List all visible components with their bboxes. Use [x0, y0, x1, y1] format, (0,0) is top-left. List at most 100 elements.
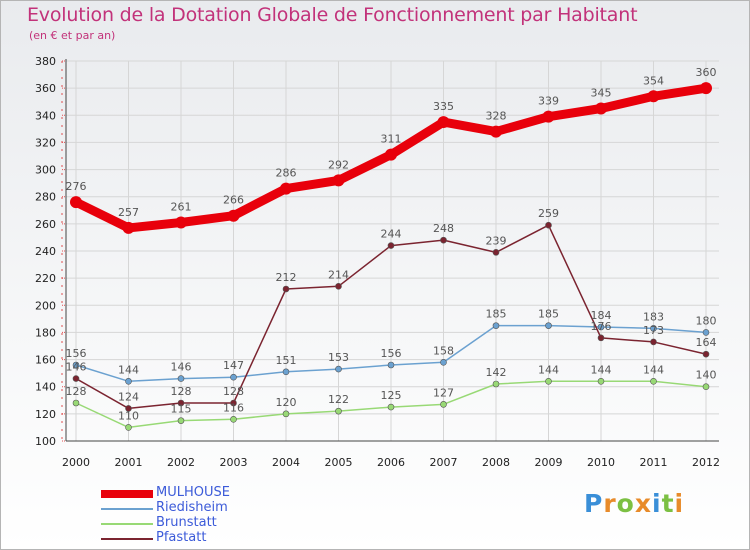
- data-label-pfastatt: 244: [381, 228, 402, 241]
- x-axis-ticks: 2000 2001 2002 2003 2004 2005 2006 2007 2008 2009…: [62, 456, 720, 469]
- data-label-pfastatt: 212: [276, 271, 297, 284]
- y-tick-label: 160: [35, 354, 56, 367]
- x-tick-label: 2005: [325, 456, 353, 469]
- data-point-mulhouse: [280, 182, 292, 195]
- x-tick-label: 2011: [640, 456, 668, 469]
- logo-letter: i: [652, 489, 662, 518]
- data-point-brunstatt: [702, 383, 710, 391]
- legend-swatch: [101, 522, 153, 525]
- data-point-brunstatt: [230, 415, 237, 423]
- data-label-mulhouse: 286: [276, 167, 297, 180]
- data-label-riedisheim: 156: [66, 347, 87, 360]
- data-point-riedisheim: [702, 329, 710, 336]
- y-tick-label: 280: [35, 191, 56, 204]
- x-tick-label: 2012: [692, 456, 720, 469]
- data-point-pfastatt: [335, 282, 342, 290]
- data-point-pfastatt: [650, 338, 657, 346]
- data-label-brunstatt: 127: [433, 386, 454, 399]
- data-point-brunstatt: [177, 417, 185, 424]
- data-label-brunstatt: 122: [328, 393, 349, 406]
- data-point-riedisheim: [440, 358, 447, 366]
- data-point-riedisheim: [545, 322, 552, 329]
- x-tick-label: 2008: [482, 456, 510, 469]
- data-label-mulhouse: 276: [66, 180, 87, 193]
- data-label-riedisheim: 185: [538, 308, 559, 321]
- y-tick-label: 100: [35, 435, 56, 448]
- data-label-mulhouse: 335: [433, 100, 454, 113]
- data-label-mulhouse: 339: [538, 95, 559, 108]
- data-point-riedisheim: [387, 361, 395, 369]
- legend-label: MULHOUSE: [156, 485, 230, 500]
- data-point-riedisheim: [492, 322, 500, 329]
- data-point-brunstatt: [387, 403, 395, 411]
- data-label-mulhouse: 354: [643, 74, 664, 87]
- legend-label: Pfastatt: [156, 530, 207, 545]
- data-label-riedisheim: 180: [696, 314, 717, 327]
- y-tick-label: 340: [35, 109, 56, 122]
- data-label-mulhouse: 311: [381, 133, 402, 146]
- y-axis-ticks: 100 120 140 160 180 200 220 240 260 280 300 320 340 3…: [35, 55, 56, 448]
- data-label-brunstatt: 125: [381, 389, 402, 402]
- data-label-riedisheim: 185: [486, 308, 507, 321]
- data-point-pfastatt: [282, 285, 290, 293]
- x-tick-label: 2010: [587, 456, 615, 469]
- logo-letter: r: [603, 489, 617, 518]
- data-point-riedisheim: [230, 373, 237, 381]
- data-label-pfastatt: 259: [538, 207, 559, 220]
- data-point-mulhouse: [647, 90, 660, 103]
- data-point-brunstatt: [282, 410, 290, 418]
- data-label-brunstatt: 144: [538, 363, 559, 376]
- data-point-riedisheim: [335, 365, 342, 373]
- data-label-riedisheim: 156: [381, 347, 402, 360]
- data-label-mulhouse: 328: [486, 110, 507, 123]
- data-point-mulhouse: [70, 196, 82, 209]
- data-point-brunstatt: [72, 399, 80, 407]
- data-point-mulhouse: [700, 82, 712, 95]
- data-point-mulhouse: [122, 221, 135, 234]
- x-tick-label: 2002: [167, 456, 195, 469]
- data-point-mulhouse: [227, 209, 240, 222]
- data-point-mulhouse: [595, 102, 607, 115]
- x-tick-label: 2000: [62, 456, 90, 469]
- y-tick-label: 140: [35, 381, 56, 394]
- data-label-riedisheim: 183: [643, 310, 664, 323]
- data-label-riedisheim: 147: [223, 359, 244, 372]
- data-point-pfastatt: [440, 236, 447, 244]
- data-point-brunstatt: [335, 407, 342, 415]
- data-point-brunstatt: [492, 380, 500, 388]
- data-label-brunstatt: 110: [118, 409, 139, 422]
- data-point-brunstatt: [650, 377, 657, 385]
- data-point-brunstatt: [545, 377, 552, 385]
- data-label-mulhouse: 360: [696, 66, 717, 79]
- data-labels: 276 257 261 266 286 292 311 335 328 339 345 354 360 1…: [66, 66, 717, 422]
- logo-letter: t: [661, 489, 675, 518]
- legend-swatch: [101, 489, 153, 498]
- legend-label: Riedisheim: [156, 500, 228, 515]
- data-point-pfastatt: [597, 334, 605, 342]
- legend-label: Brunstatt: [156, 515, 217, 530]
- data-label-riedisheim: 153: [328, 351, 349, 364]
- data-label-pfastatt: 173: [643, 324, 664, 337]
- y-tick-label: 220: [35, 272, 56, 285]
- data-label-pfastatt: 128: [171, 385, 192, 398]
- data-point-pfastatt: [177, 399, 185, 407]
- legend: MULHOUSE Riedisheim Brunstatt Pfastatt: [101, 485, 351, 546]
- data-label-mulhouse: 292: [328, 158, 349, 171]
- logo-letter: i: [674, 489, 685, 518]
- data-point-riedisheim: [72, 361, 80, 369]
- data-label-pfastatt: 248: [433, 222, 454, 235]
- logo-letter: x: [634, 489, 652, 518]
- data-label-riedisheim: 158: [433, 344, 454, 357]
- data-label-pfastatt: 176: [591, 320, 612, 333]
- y-tick-label: 300: [35, 164, 56, 177]
- y-tick-label: 240: [35, 245, 56, 258]
- data-label-riedisheim: 184: [591, 309, 612, 322]
- y-tick-label: 180: [35, 326, 56, 339]
- data-label-mulhouse: 261: [171, 201, 192, 214]
- data-point-pfastatt: [702, 350, 710, 358]
- data-point-pfastatt: [125, 405, 132, 412]
- data-label-brunstatt: 120: [276, 396, 297, 409]
- legend-item-riedisheim: Riedisheim: [101, 500, 351, 516]
- axes: [61, 59, 719, 442]
